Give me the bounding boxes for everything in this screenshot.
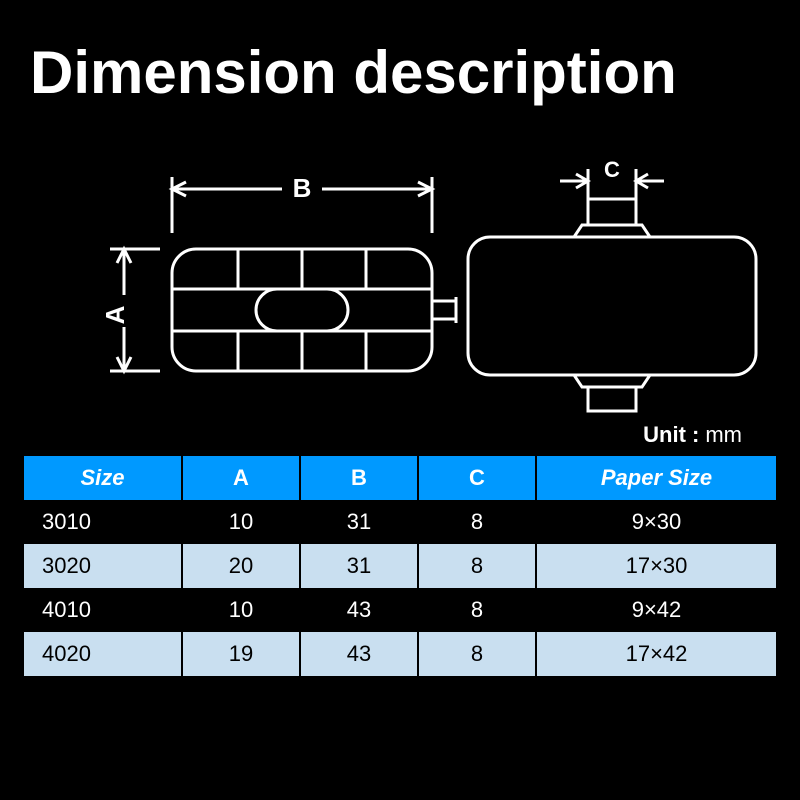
unit-value: mm (705, 422, 742, 447)
cell-b: 43 (300, 632, 418, 676)
cell-a: 19 (182, 632, 300, 676)
cell-a: 10 (182, 500, 300, 544)
cell-paper: 9×30 (536, 500, 776, 544)
dim-label-b: B (293, 173, 312, 203)
cell-a: 20 (182, 544, 300, 588)
table-row: 4020 19 43 8 17×42 (24, 632, 776, 676)
page-title: Dimension description (30, 38, 677, 107)
unit-label-text: Unit : (643, 422, 699, 447)
cell-c: 8 (418, 544, 536, 588)
cell-b: 31 (300, 544, 418, 588)
col-header-b: B (300, 456, 418, 500)
table-row: 3010 10 31 8 9×30 (24, 500, 776, 544)
cell-size: 3010 (24, 500, 182, 544)
cell-paper: 17×42 (536, 632, 776, 676)
col-header-c: C (418, 456, 536, 500)
cell-a: 10 (182, 588, 300, 632)
table-row: 3020 20 31 8 17×30 (24, 544, 776, 588)
col-header-size: Size (24, 456, 182, 500)
col-header-a: A (182, 456, 300, 500)
cell-paper: 17×30 (536, 544, 776, 588)
cell-size: 4010 (24, 588, 182, 632)
dim-label-c: C (604, 157, 620, 182)
unit-label: Unit :mm (643, 422, 742, 448)
cell-size: 4020 (24, 632, 182, 676)
cell-c: 8 (418, 588, 536, 632)
table-row: 4010 10 43 8 9×42 (24, 588, 776, 632)
dim-label-a: A (100, 305, 130, 324)
table-header-row: Size A B C Paper Size (24, 456, 776, 500)
cell-b: 31 (300, 500, 418, 544)
cell-paper: 9×42 (536, 588, 776, 632)
col-header-paper: Paper Size (536, 456, 776, 500)
cell-c: 8 (418, 632, 536, 676)
cell-b: 43 (300, 588, 418, 632)
dimension-diagram: B A (0, 155, 800, 415)
cell-c: 8 (418, 500, 536, 544)
dimension-table: Size A B C Paper Size 3010 10 31 8 9×30 … (24, 456, 776, 676)
cell-size: 3020 (24, 544, 182, 588)
